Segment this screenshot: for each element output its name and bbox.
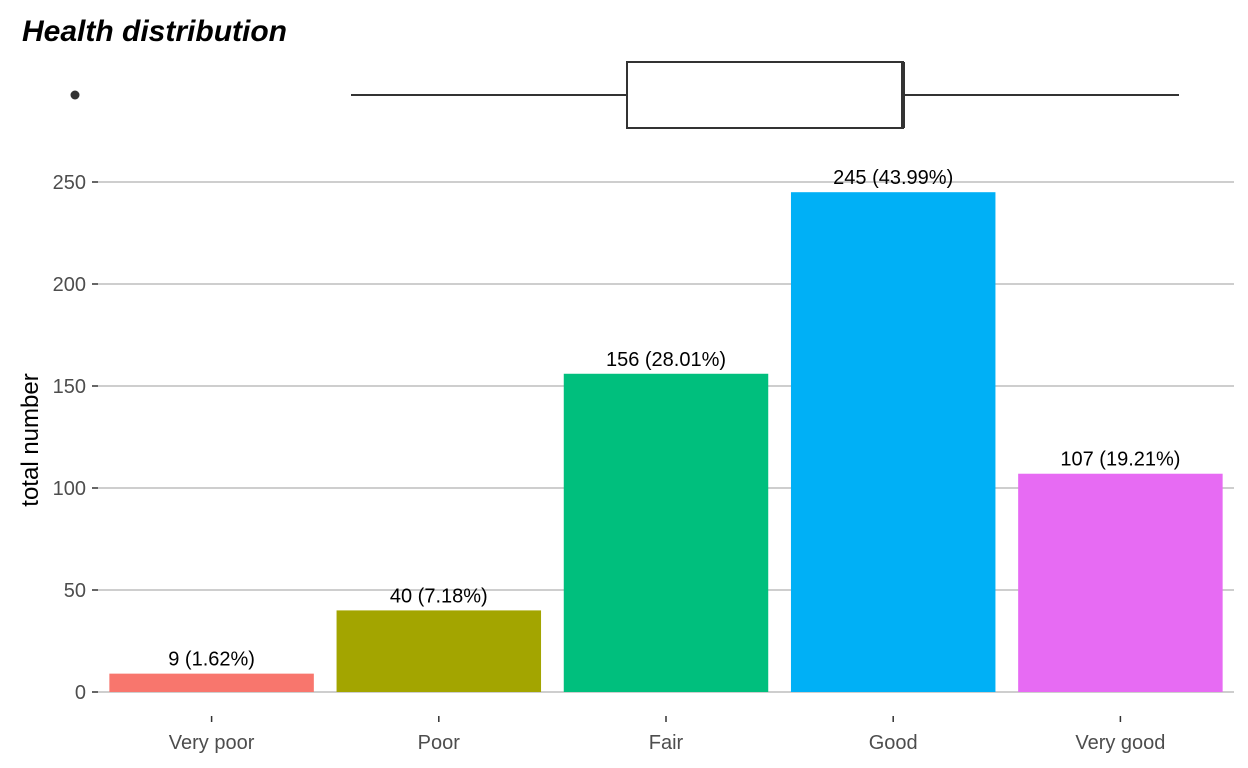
y-tick-label: 150 (53, 376, 86, 398)
y-axis-label: total number (17, 373, 44, 506)
bar-value-label: 9 (1.62%) (168, 649, 255, 671)
boxplot-box (626, 61, 904, 129)
x-tick-label: Good (869, 732, 918, 754)
bar-value-label: 40 (7.18%) (390, 585, 488, 607)
bars (109, 192, 1223, 692)
boxplot-outlier-point (70, 90, 80, 100)
bar (336, 610, 542, 692)
x-tick-label: Very poor (169, 732, 255, 754)
boxplot (70, 61, 1179, 129)
bar (790, 192, 996, 692)
x-tick-label: Very good (1075, 732, 1165, 754)
bar (109, 673, 314, 692)
x-tick-label: Poor (418, 732, 461, 754)
y-tick-label: 100 (53, 478, 86, 500)
bar-value-labels: 9 (1.62%) 40 (7.18%) 156 (28.01%) 245 (43.9… (168, 167, 1180, 670)
bar (563, 373, 769, 692)
bar-value-label: 107 (19.21%) (1060, 449, 1180, 471)
y-tick-label: 200 (53, 274, 86, 296)
y-axis-ticks: 0 50 100 150 200 250 (53, 172, 98, 704)
chart-title: Health distribution (22, 15, 287, 48)
x-axis-ticks: Very poor Poor Fair Good Very good (169, 716, 1165, 754)
x-tick-label: Fair (649, 732, 684, 754)
y-tick-label: 0 (75, 682, 86, 704)
bar-value-label: 245 (43.99%) (833, 167, 953, 189)
bar-value-label: 156 (28.01%) (606, 349, 726, 371)
bar (1018, 473, 1223, 692)
y-tick-label: 250 (53, 172, 86, 194)
y-tick-label: 50 (64, 580, 86, 602)
